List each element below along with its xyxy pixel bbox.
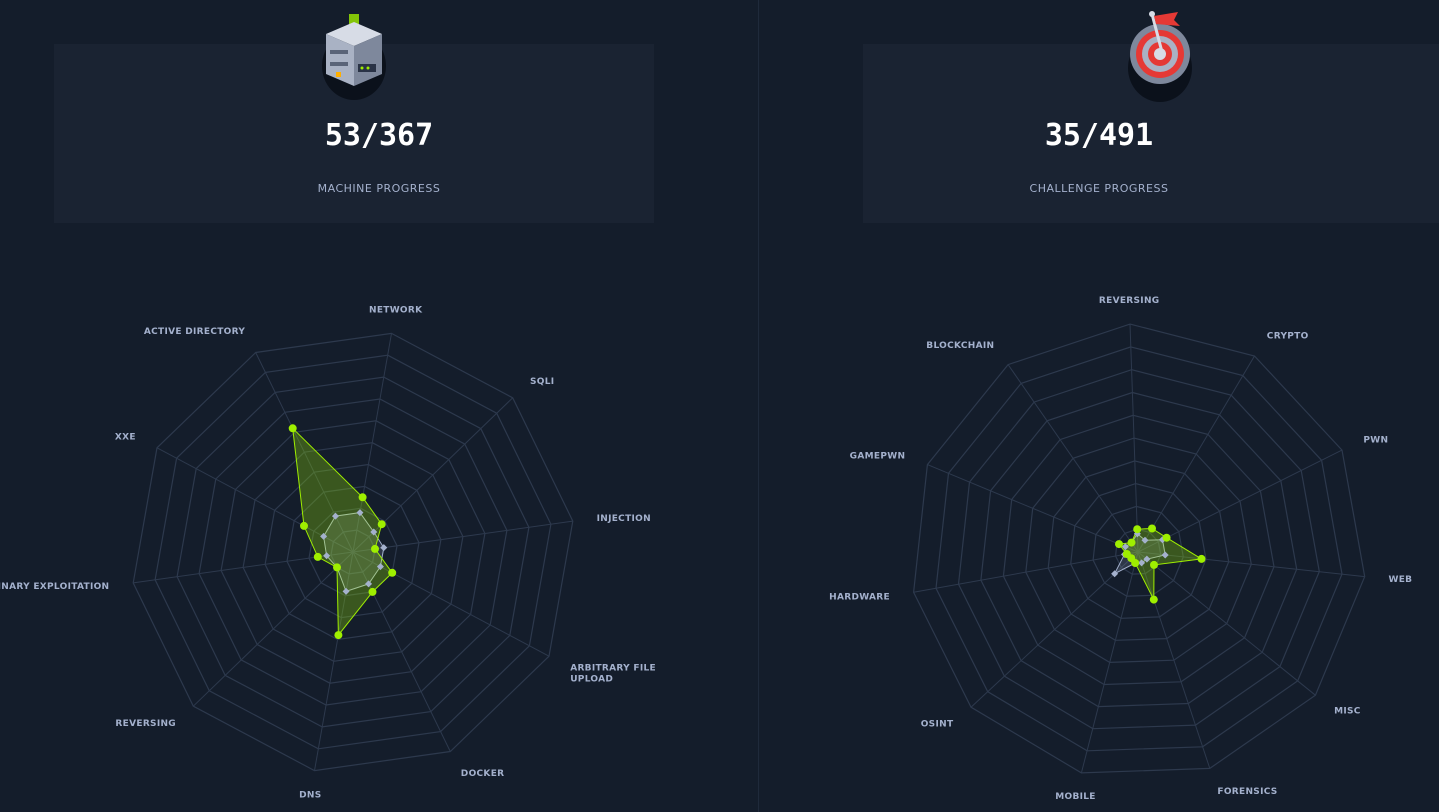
challenge-radar-spoke (927, 464, 1139, 553)
challenge-axis-label: PWN (1363, 435, 1388, 445)
challenge-radar-chart: REVERSING CRYPTO PWN WEB MISC FORENSICS MOBILE… (829, 296, 1413, 802)
target-icon (1118, 6, 1202, 108)
machine-panel: 53/367 MACHINE PROGRESS NETWORK SQLI INJEC… (0, 6, 656, 801)
challenge-radar-ring (980, 391, 1298, 708)
challenge-series-secondary-point[interactable] (1138, 559, 1146, 567)
challenge-radar-spoke (1137, 551, 1316, 696)
challenge-radar-ring (1070, 482, 1207, 619)
machine-series-secondary-point[interactable] (331, 512, 339, 520)
challenge-series-primary-point[interactable] (1115, 540, 1123, 549)
machine-radar-spoke (192, 551, 354, 707)
machine-axis-label: DNS (299, 790, 321, 800)
machine-series-primary-point[interactable] (388, 568, 397, 577)
machine-axis-label: XXE (115, 433, 136, 443)
machine-series-secondary-point[interactable] (342, 587, 350, 595)
machine-series-primary-area (292, 426, 393, 637)
machine-axis-label: ACTIVE DIRECTORY (144, 327, 246, 337)
machine-series-primary-point[interactable] (300, 521, 308, 530)
challenge-radar-ring (1025, 437, 1252, 664)
challenge-axis-label: OSINT (921, 720, 954, 730)
challenge-axis-label: WEB (1389, 575, 1413, 585)
machine-axis-label: NETWORK (369, 306, 423, 316)
challenge-axis-label: REVERSING (1099, 296, 1160, 306)
machine-series-primary-point[interactable] (358, 493, 367, 502)
challenge-series-primary-point[interactable] (1149, 595, 1158, 604)
challenge-axis-label: MISC (1334, 706, 1361, 716)
machine-series-secondary-point[interactable] (365, 580, 373, 588)
machine-axis-label: SQLI (530, 377, 554, 387)
machine-series-primary-point[interactable] (288, 424, 297, 433)
machine-series-primary-point[interactable] (334, 631, 343, 640)
challenge-series-secondary-point[interactable] (1111, 570, 1119, 578)
challenge-progress-value: 35/491 (1044, 118, 1154, 153)
challenge-radar-ring (1047, 460, 1230, 641)
machine-series-primary-point[interactable] (368, 587, 377, 596)
challenge-radar-ring (957, 369, 1320, 730)
machine-series-primary-point[interactable] (377, 520, 386, 529)
challenge-radar-spoke (1007, 364, 1139, 553)
machine-series-secondary-point[interactable] (370, 528, 378, 536)
challenge-panel: 35/491 CHALLENGE PROGRESS REVERSING CRYPT… (759, 0, 1439, 812)
challenge-series-primary-point[interactable] (1122, 550, 1131, 558)
challenge-radar-spoke (1129, 324, 1139, 553)
challenge-radar-ring (935, 346, 1343, 752)
challenge-radar-ring (1092, 505, 1184, 597)
challenge-radar-spoke (970, 551, 1139, 708)
challenge-series-primary-point[interactable] (1148, 524, 1156, 533)
challenge-axis-label: BLOCKCHAIN (926, 341, 994, 351)
challenge-axis-label: CRYPTO (1267, 331, 1309, 341)
challenge-series-primary-point[interactable] (1127, 538, 1136, 547)
challenge-radar-spoke (1137, 355, 1255, 553)
challenge-axis-label: MOBILE (1055, 792, 1096, 802)
machine-progress-label: MACHINE PROGRESS (317, 182, 441, 195)
machine-axis-label: DOCKER (461, 769, 505, 779)
machine-radar-spoke (156, 447, 354, 553)
machine-axis-label: BINARY EXPLOITATION (0, 582, 109, 592)
challenge-axis-label: HARDWARE (829, 593, 890, 603)
challenge-series-secondary-point[interactable] (1121, 543, 1129, 551)
machine-series-secondary-point[interactable] (356, 509, 364, 517)
challenge-axis-label: GAMEPWN (850, 451, 906, 461)
challenge-radar-spoke (913, 551, 1139, 593)
challenge-series-primary-point[interactable] (1162, 533, 1171, 542)
machine-series-primary-point[interactable] (371, 544, 379, 553)
challenge-radar-spoke (1080, 551, 1139, 774)
challenge-radar-spoke (1137, 449, 1343, 553)
challenge-series-primary-point[interactable] (1197, 554, 1206, 563)
challenge-series-secondary-point[interactable] (1161, 551, 1169, 559)
machine-axis-label: REVERSING (115, 719, 176, 729)
machine-axis-label: INJECTION (597, 514, 651, 524)
challenge-series-primary-point[interactable] (1133, 525, 1142, 534)
challenge-series-secondary-point[interactable] (1143, 555, 1151, 563)
machine-series-secondary-point[interactable] (376, 563, 384, 571)
server-icon (312, 6, 396, 108)
challenge-radar-ring (1002, 414, 1275, 686)
challenge-radar-spoke (1137, 551, 1365, 578)
machine-series-primary-point[interactable] (333, 563, 341, 572)
machine-series-secondary-point[interactable] (323, 552, 331, 560)
machine-series-secondary-point[interactable] (380, 544, 388, 552)
machine-radar-spoke (352, 520, 573, 553)
machine-progress-value: 53/367 (324, 118, 434, 153)
machine-series-primary-point[interactable] (313, 552, 322, 561)
machine-radar-chart: NETWORK SQLI INJECTION ARBITRARY FILE UPLOAD… (0, 306, 656, 801)
machine-radar-spoke (255, 352, 354, 553)
challenge-progress-label: CHALLENGE PROGRESS (1029, 182, 1169, 195)
challenge-radar-ring (912, 323, 1366, 774)
challenge-series-secondary-point[interactable] (1141, 536, 1149, 544)
challenge-axis-label: FORENSICS (1217, 787, 1277, 797)
machine-radar-spoke (352, 551, 550, 657)
panel-divider (758, 0, 759, 812)
challenge-radar-spoke (1137, 551, 1211, 769)
machine-series-secondary-point[interactable] (320, 532, 328, 540)
challenge-series-primary-point[interactable] (1150, 560, 1158, 569)
machine-axis-label: ARBITRARY FILE UPLOAD (570, 664, 656, 685)
